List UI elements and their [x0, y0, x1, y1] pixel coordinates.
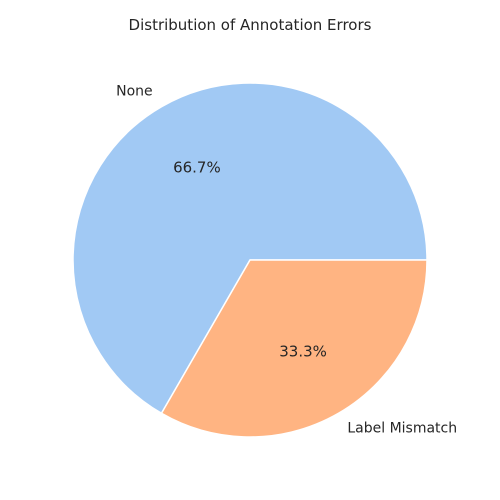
slice-label-none: None — [116, 83, 153, 99]
pie-slices — [73, 83, 427, 437]
percent-label-none: 66.7% — [173, 159, 221, 177]
chart-title: Distribution of Annotation Errors — [129, 16, 372, 34]
slice-label-label-mismatch: Label Mismatch — [347, 421, 457, 437]
percent-label-label-mismatch: 33.3% — [279, 342, 327, 360]
